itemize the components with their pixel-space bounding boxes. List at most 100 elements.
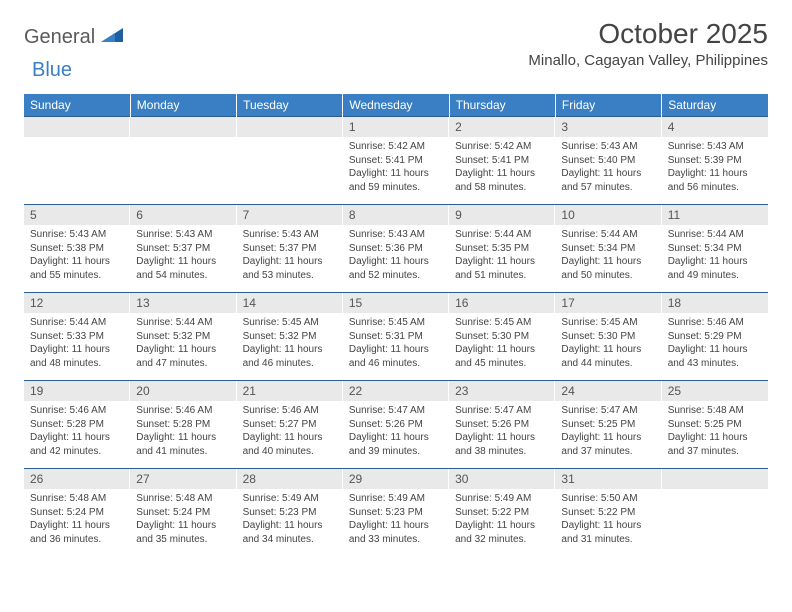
sunset-line: Sunset: 5:27 PM bbox=[243, 418, 337, 432]
sunset-line: Sunset: 5:26 PM bbox=[455, 418, 549, 432]
day-number: 5 bbox=[24, 205, 130, 225]
sunset-line: Sunset: 5:26 PM bbox=[349, 418, 443, 432]
day-details: Sunrise: 5:45 AMSunset: 5:32 PMDaylight:… bbox=[237, 313, 343, 375]
day-number: 30 bbox=[449, 469, 555, 489]
day-details: Sunrise: 5:50 AMSunset: 5:22 PMDaylight:… bbox=[555, 489, 661, 551]
sunrise-line: Sunrise: 5:48 AM bbox=[30, 492, 124, 506]
sunrise-line: Sunrise: 5:43 AM bbox=[668, 140, 762, 154]
day-number: 7 bbox=[237, 205, 343, 225]
sunrise-line: Sunrise: 5:46 AM bbox=[136, 404, 230, 418]
sunset-line: Sunset: 5:32 PM bbox=[136, 330, 230, 344]
calendar-week-row: 1Sunrise: 5:42 AMSunset: 5:41 PMDaylight… bbox=[24, 117, 768, 205]
daylight-line: Daylight: 11 hours and 32 minutes. bbox=[455, 519, 549, 546]
day-number: 1 bbox=[343, 117, 449, 137]
daylight-line: Daylight: 11 hours and 47 minutes. bbox=[136, 343, 230, 370]
sunrise-line: Sunrise: 5:42 AM bbox=[455, 140, 549, 154]
day-details: Sunrise: 5:43 AMSunset: 5:36 PMDaylight:… bbox=[343, 225, 449, 287]
day-number: 11 bbox=[662, 205, 768, 225]
daylight-line: Daylight: 11 hours and 40 minutes. bbox=[243, 431, 337, 458]
sunrise-line: Sunrise: 5:46 AM bbox=[668, 316, 762, 330]
calendar-day-cell: 22Sunrise: 5:47 AMSunset: 5:26 PMDayligh… bbox=[343, 381, 449, 469]
calendar-day-cell: 8Sunrise: 5:43 AMSunset: 5:36 PMDaylight… bbox=[343, 205, 449, 293]
sunrise-line: Sunrise: 5:49 AM bbox=[455, 492, 549, 506]
day-details: Sunrise: 5:48 AMSunset: 5:24 PMDaylight:… bbox=[130, 489, 236, 551]
calendar-day-cell: 11 Sunrise: 5:44 AMSunset: 5:34 PMDayligh… bbox=[662, 205, 768, 293]
calendar-day-cell: 21Sunrise: 5:46 AMSunset: 5:27 PMDayligh… bbox=[237, 381, 343, 469]
daylight-line: Daylight: 11 hours and 39 minutes. bbox=[349, 431, 443, 458]
sunset-line: Sunset: 5:40 PM bbox=[561, 154, 655, 168]
sunset-line: Sunset: 5:35 PM bbox=[455, 242, 549, 256]
sunset-line: Sunset: 5:33 PM bbox=[30, 330, 124, 344]
daylight-line: Daylight: 11 hours and 36 minutes. bbox=[30, 519, 124, 546]
sunset-line: Sunset: 5:34 PM bbox=[668, 242, 762, 256]
calendar-day-cell: 27Sunrise: 5:48 AMSunset: 5:24 PMDayligh… bbox=[130, 469, 236, 557]
daylight-line: Daylight: 11 hours and 58 minutes. bbox=[455, 167, 549, 194]
calendar-day-cell: 7Sunrise: 5:43 AMSunset: 5:37 PMDaylight… bbox=[237, 205, 343, 293]
calendar-day-cell: 15Sunrise: 5:45 AMSunset: 5:31 PMDayligh… bbox=[343, 293, 449, 381]
calendar-day-cell: 30Sunrise: 5:49 AMSunset: 5:22 PMDayligh… bbox=[449, 469, 555, 557]
calendar-day-cell: 1Sunrise: 5:42 AMSunset: 5:41 PMDaylight… bbox=[343, 117, 449, 205]
daylight-line: Daylight: 11 hours and 31 minutes. bbox=[561, 519, 655, 546]
day-number: 18 bbox=[662, 293, 768, 313]
day-number: 21 bbox=[237, 381, 343, 401]
calendar-day-cell: 31Sunrise: 5:50 AMSunset: 5:22 PMDayligh… bbox=[555, 469, 661, 557]
sunset-line: Sunset: 5:36 PM bbox=[349, 242, 443, 256]
day-number: 4 bbox=[662, 117, 768, 137]
sunset-line: Sunset: 5:28 PM bbox=[136, 418, 230, 432]
day-details: Sunrise: 5:46 AMSunset: 5:28 PMDaylight:… bbox=[130, 401, 236, 463]
sunrise-line: Sunrise: 5:48 AM bbox=[668, 404, 762, 418]
daylight-line: Daylight: 11 hours and 52 minutes. bbox=[349, 255, 443, 282]
sunrise-line: Sunrise: 5:45 AM bbox=[455, 316, 549, 330]
sunrise-line: Sunrise: 5:44 AM bbox=[455, 228, 549, 242]
daylight-line: Daylight: 11 hours and 34 minutes. bbox=[243, 519, 337, 546]
day-number bbox=[662, 469, 768, 489]
calendar-week-row: 19Sunrise: 5:46 AMSunset: 5:28 PMDayligh… bbox=[24, 381, 768, 469]
day-details: Sunrise: 5:45 AMSunset: 5:31 PMDaylight:… bbox=[343, 313, 449, 375]
day-number: 24 bbox=[555, 381, 661, 401]
sunset-line: Sunset: 5:25 PM bbox=[668, 418, 762, 432]
day-number: 27 bbox=[130, 469, 236, 489]
sunrise-line: Sunrise: 5:44 AM bbox=[668, 228, 762, 242]
daylight-line: Daylight: 11 hours and 55 minutes. bbox=[30, 255, 124, 282]
daylight-line: Daylight: 11 hours and 48 minutes. bbox=[30, 343, 124, 370]
sunset-line: Sunset: 5:24 PM bbox=[30, 506, 124, 520]
sunrise-line: Sunrise: 5:47 AM bbox=[349, 404, 443, 418]
sunset-line: Sunset: 5:23 PM bbox=[349, 506, 443, 520]
daylight-line: Daylight: 11 hours and 46 minutes. bbox=[243, 343, 337, 370]
day-number: 29 bbox=[343, 469, 449, 489]
location: Minallo, Cagayan Valley, Philippines bbox=[528, 52, 768, 69]
day-details: Sunrise: 5:46 AMSunset: 5:27 PMDaylight:… bbox=[237, 401, 343, 463]
sunrise-line: Sunrise: 5:46 AM bbox=[30, 404, 124, 418]
sunset-line: Sunset: 5:39 PM bbox=[668, 154, 762, 168]
day-number: 23 bbox=[449, 381, 555, 401]
sunset-line: Sunset: 5:37 PM bbox=[136, 242, 230, 256]
day-details: Sunrise: 5:43 AMSunset: 5:39 PMDaylight:… bbox=[662, 137, 768, 199]
daylight-line: Daylight: 11 hours and 42 minutes. bbox=[30, 431, 124, 458]
day-details: Sunrise: 5:49 AMSunset: 5:22 PMDaylight:… bbox=[449, 489, 555, 551]
sunrise-line: Sunrise: 5:43 AM bbox=[30, 228, 124, 242]
day-number bbox=[24, 117, 130, 137]
sunset-line: Sunset: 5:28 PM bbox=[30, 418, 124, 432]
daylight-line: Daylight: 11 hours and 43 minutes. bbox=[668, 343, 762, 370]
sunrise-line: Sunrise: 5:47 AM bbox=[455, 404, 549, 418]
day-number: 16 bbox=[449, 293, 555, 313]
weekday-header: Saturday bbox=[662, 94, 768, 117]
sunrise-line: Sunrise: 5:43 AM bbox=[349, 228, 443, 242]
sunrise-line: Sunrise: 5:45 AM bbox=[561, 316, 655, 330]
daylight-line: Daylight: 11 hours and 33 minutes. bbox=[349, 519, 443, 546]
weekday-header: Sunday bbox=[24, 94, 130, 117]
calendar-day-cell: 19Sunrise: 5:46 AMSunset: 5:28 PMDayligh… bbox=[24, 381, 130, 469]
day-details: Sunrise: 5:43 AMSunset: 5:40 PMDaylight:… bbox=[555, 137, 661, 199]
sunset-line: Sunset: 5:24 PM bbox=[136, 506, 230, 520]
daylight-line: Daylight: 11 hours and 59 minutes. bbox=[349, 167, 443, 194]
sunset-line: Sunset: 5:30 PM bbox=[561, 330, 655, 344]
weekday-header: Thursday bbox=[449, 94, 555, 117]
daylight-line: Daylight: 11 hours and 49 minutes. bbox=[668, 255, 762, 282]
day-number: 3 bbox=[555, 117, 661, 137]
day-details: Sunrise: 5:48 AMSunset: 5:24 PMDaylight:… bbox=[24, 489, 130, 551]
daylight-line: Daylight: 11 hours and 56 minutes. bbox=[668, 167, 762, 194]
weekday-header: Wednesday bbox=[343, 94, 449, 117]
daylight-line: Daylight: 11 hours and 45 minutes. bbox=[455, 343, 549, 370]
day-details: Sunrise: 5:44 AMSunset: 5:34 PMDaylight:… bbox=[555, 225, 661, 287]
day-details: Sunrise: 5:42 AMSunset: 5:41 PMDaylight:… bbox=[343, 137, 449, 199]
